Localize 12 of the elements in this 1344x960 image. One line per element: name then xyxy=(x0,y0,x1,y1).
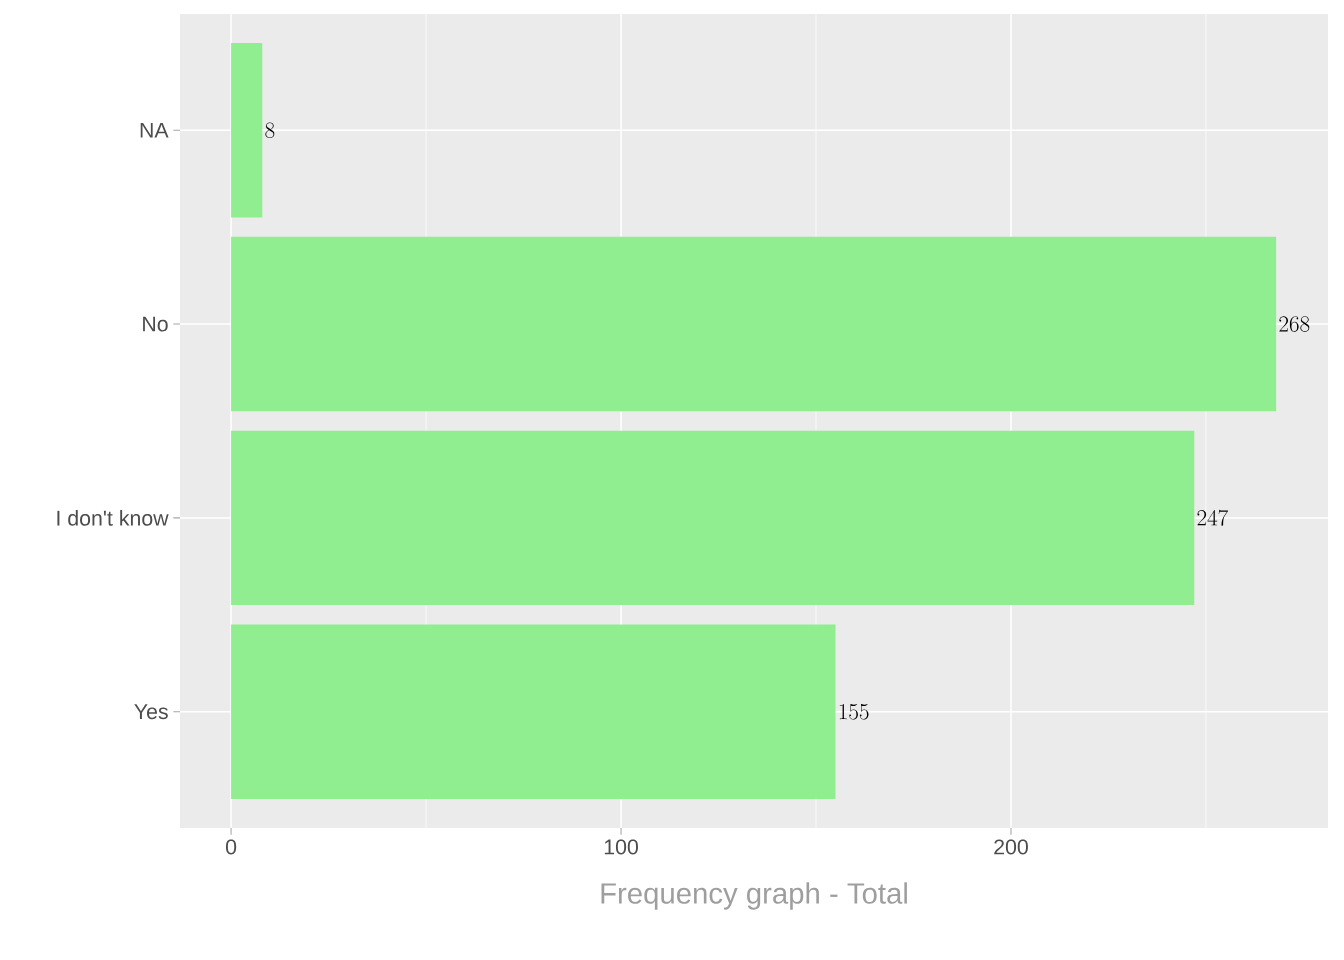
data-label: 155 xyxy=(839,703,869,720)
x-axis-title: Frequency graph - Total xyxy=(601,882,907,910)
y-tick-label: Yes xyxy=(134,704,168,720)
x-tick-label: 100 xyxy=(604,839,638,855)
data-label: 247 xyxy=(1197,509,1229,526)
y-tick-label: I don't know xyxy=(57,510,169,526)
data-label: 8 xyxy=(265,122,275,139)
x-tick-label: 200 xyxy=(994,839,1028,855)
y-tick-label: NA xyxy=(140,122,169,138)
x-tick-label: 0 xyxy=(225,839,237,855)
y-tick-label: No xyxy=(143,316,168,332)
data-label: 268 xyxy=(1279,316,1310,332)
